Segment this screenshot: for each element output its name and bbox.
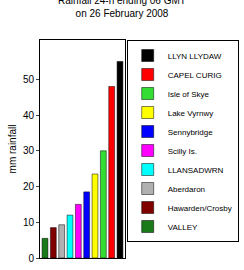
svg-text:Isle of Skye: Isle of Skye [168, 90, 210, 99]
svg-text:LLANSADWRN: LLANSADWRN [168, 166, 224, 175]
svg-text:10: 10 [23, 217, 35, 228]
svg-text:Sennybridge: Sennybridge [168, 128, 213, 137]
svg-text:Lake Vyrnwy: Lake Vyrnwy [168, 109, 214, 118]
svg-text:Aberdaron: Aberdaron [168, 185, 205, 194]
svg-text:50: 50 [23, 74, 35, 85]
svg-text:VALLEY: VALLEY [168, 223, 198, 232]
svg-text:Hawarden/Crosby: Hawarden/Crosby [168, 204, 232, 213]
svg-text:Scilly Is.: Scilly Is. [168, 147, 197, 156]
svg-text:CAPEL CURIG: CAPEL CURIG [168, 71, 222, 80]
svg-text:LLYN LLYDAW: LLYN LLYDAW [168, 52, 222, 61]
svg-text:30: 30 [23, 145, 35, 156]
svg-text:40: 40 [23, 110, 35, 121]
svg-text:0: 0 [28, 253, 34, 264]
svg-text:mm rainfall: mm rainfall [7, 125, 18, 174]
svg-text:Rainfall 24-h ending 06 GMTon: Rainfall 24-h ending 06 GMTon 26 Februar… [58, 0, 186, 19]
svg-text:20: 20 [23, 181, 35, 192]
